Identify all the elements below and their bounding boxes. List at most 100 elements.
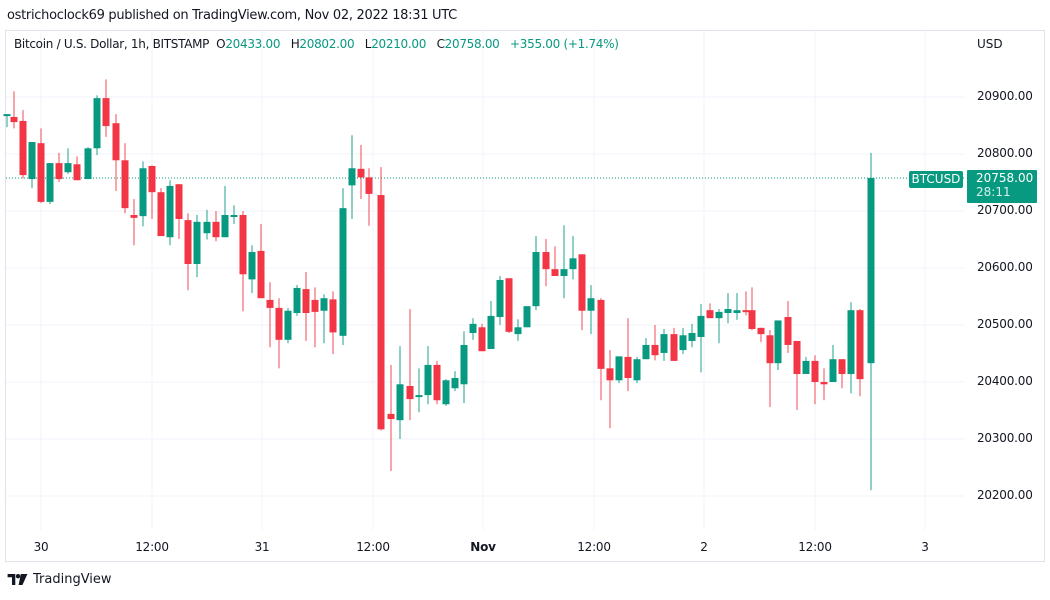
- candle-up[interactable]: [415, 368, 423, 413]
- candle-down[interactable]: [184, 213, 192, 291]
- candle-up[interactable]: [166, 180, 174, 246]
- candle-up[interactable]: [523, 306, 531, 328]
- candle-up[interactable]: [633, 356, 641, 384]
- candle-up[interactable]: [3, 114, 11, 128]
- candle-up[interactable]: [28, 142, 36, 189]
- candle-down[interactable]: [551, 246, 559, 276]
- candle-down[interactable]: [275, 298, 283, 369]
- candle-down[interactable]: [748, 287, 756, 331]
- candle-down[interactable]: [478, 323, 486, 352]
- candle-up[interactable]: [284, 307, 292, 344]
- candle-up[interactable]: [532, 236, 540, 311]
- candle-down[interactable]: [311, 287, 319, 348]
- candle-up[interactable]: [221, 185, 229, 238]
- candle-down[interactable]: [757, 327, 765, 343]
- candle-up[interactable]: [733, 293, 741, 320]
- tradingview-footer[interactable]: TradingView: [7, 572, 112, 587]
- candle-down[interactable]: [175, 184, 183, 239]
- candle-down[interactable]: [606, 350, 614, 429]
- candle-down[interactable]: [766, 330, 774, 408]
- high-key: H: [290, 37, 300, 51]
- candle-up[interactable]: [829, 344, 837, 382]
- candle-down[interactable]: [651, 325, 659, 361]
- candle-up[interactable]: [715, 309, 723, 344]
- candle-down[interactable]: [37, 128, 45, 204]
- candle-up[interactable]: [688, 323, 696, 348]
- candle-down[interactable]: [212, 211, 220, 242]
- candle-down[interactable]: [811, 355, 819, 405]
- candle-up[interactable]: [774, 320, 782, 371]
- candle-up[interactable]: [867, 152, 875, 491]
- candle-down[interactable]: [329, 291, 337, 355]
- candle-up[interactable]: [396, 346, 404, 439]
- candle-down[interactable]: [130, 199, 138, 246]
- candle-up[interactable]: [84, 147, 92, 180]
- candle-down[interactable]: [578, 254, 586, 331]
- candle-up[interactable]: [320, 294, 328, 344]
- candle-down[interactable]: [597, 298, 605, 401]
- candle-down[interactable]: [148, 165, 156, 219]
- candle-down[interactable]: [742, 291, 750, 316]
- candle-up[interactable]: [293, 285, 301, 316]
- candle-up[interactable]: [487, 301, 495, 349]
- candle-up[interactable]: [339, 188, 347, 345]
- candle-up[interactable]: [569, 236, 577, 280]
- candle-down[interactable]: [102, 79, 110, 137]
- symbol-badge: BTCUSD: [909, 171, 963, 188]
- candle-up[interactable]: [697, 303, 705, 373]
- candle-down[interactable]: [793, 340, 801, 410]
- candle-down[interactable]: [706, 303, 714, 319]
- candle-up[interactable]: [679, 327, 687, 355]
- candle-down[interactable]: [266, 282, 274, 348]
- candle-up[interactable]: [847, 302, 855, 394]
- candle-down[interactable]: [157, 188, 165, 237]
- candle-down[interactable]: [856, 309, 864, 397]
- candle-up[interactable]: [451, 371, 459, 392]
- candle-up[interactable]: [93, 95, 101, 156]
- candle-up[interactable]: [496, 275, 504, 325]
- candle-up[interactable]: [139, 161, 147, 227]
- candle-down[interactable]: [121, 143, 129, 214]
- candle-down[interactable]: [257, 224, 265, 299]
- candle-down[interactable]: [433, 360, 441, 405]
- candle-up[interactable]: [348, 135, 356, 219]
- candle-up[interactable]: [802, 356, 810, 375]
- candle-up[interactable]: [230, 205, 238, 225]
- candle-down[interactable]: [302, 271, 310, 341]
- candle-up[interactable]: [424, 346, 432, 405]
- candle-down[interactable]: [505, 278, 513, 333]
- candle-down[interactable]: [377, 167, 385, 431]
- candle-down[interactable]: [820, 368, 828, 401]
- candle-down[interactable]: [10, 91, 18, 129]
- candle-up[interactable]: [587, 285, 595, 335]
- candle-up[interactable]: [442, 379, 450, 406]
- candle-down[interactable]: [784, 301, 792, 353]
- candle-down[interactable]: [239, 211, 247, 312]
- candle-down[interactable]: [387, 364, 395, 471]
- candle-up[interactable]: [193, 214, 201, 278]
- candle-up[interactable]: [660, 328, 668, 361]
- candle-down[interactable]: [55, 152, 63, 182]
- candle-up[interactable]: [203, 209, 211, 240]
- candle-up[interactable]: [46, 163, 54, 205]
- candle-up[interactable]: [724, 293, 732, 324]
- candle-down[interactable]: [73, 156, 81, 181]
- candle-down[interactable]: [670, 327, 678, 361]
- candle-down[interactable]: [365, 168, 373, 226]
- candle-up[interactable]: [469, 318, 477, 340]
- candle-down[interactable]: [838, 359, 846, 389]
- candle-up[interactable]: [248, 245, 256, 294]
- candle-up[interactable]: [642, 338, 650, 360]
- candle-up[interactable]: [560, 225, 568, 299]
- candle-down[interactable]: [112, 114, 120, 192]
- candle-down[interactable]: [19, 110, 27, 179]
- candle-up[interactable]: [615, 356, 623, 384]
- candle-down[interactable]: [357, 144, 365, 200]
- candle-down[interactable]: [406, 309, 414, 421]
- candle-up[interactable]: [460, 331, 468, 404]
- candle-down[interactable]: [542, 238, 550, 287]
- candle-down[interactable]: [624, 318, 632, 392]
- candle-up[interactable]: [64, 148, 72, 174]
- candle-up[interactable]: [514, 319, 522, 341]
